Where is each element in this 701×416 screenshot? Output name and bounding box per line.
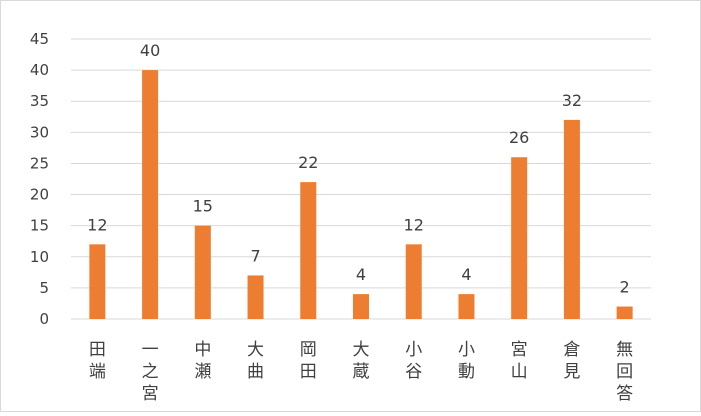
data-label: 12 <box>404 215 424 234</box>
y-tick-label: 5 <box>39 279 49 297</box>
bar <box>616 306 633 319</box>
gridlines <box>71 38 651 320</box>
x-tick-char: 蔵 <box>353 362 370 382</box>
bar <box>89 244 106 319</box>
x-tick-char: 田 <box>89 340 106 360</box>
x-tick-label: 大曲 <box>247 340 264 382</box>
data-label: 2 <box>620 278 630 297</box>
x-tick-char: 田 <box>300 362 317 382</box>
bars <box>89 70 633 319</box>
x-tick-char: 見 <box>563 362 580 382</box>
y-tick-label: 45 <box>30 30 49 48</box>
x-tick-char: 曲 <box>247 362 264 382</box>
data-label: 4 <box>461 265 471 284</box>
x-tick-char: 倉 <box>563 340 580 360</box>
y-tick-label: 15 <box>30 217 49 235</box>
x-tick-char: 山 <box>511 362 528 382</box>
y-tick-label: 0 <box>39 310 49 328</box>
bar <box>194 225 211 319</box>
data-label: 15 <box>193 197 213 216</box>
data-label: 12 <box>87 215 107 234</box>
data-label: 4 <box>356 265 366 284</box>
x-tick-char: 宮 <box>511 340 528 360</box>
data-labels: 12 40 15 7 22 4 12 4 26 32 2 <box>87 41 630 296</box>
x-tick-char: 回 <box>616 362 633 382</box>
data-label: 22 <box>298 153 318 172</box>
data-label: 32 <box>562 91 582 110</box>
x-tick-char: 中 <box>194 340 211 360</box>
x-tick-char: 之 <box>142 362 159 382</box>
x-tick-char: 端 <box>89 362 106 382</box>
data-label: 40 <box>140 41 160 60</box>
y-tick-label: 20 <box>30 186 49 204</box>
y-axis-ticks: 0 5 10 15 20 25 30 35 40 45 <box>30 30 49 328</box>
x-tick-label: 一之宮 <box>142 340 159 404</box>
x-tick-char: 宮 <box>142 384 159 404</box>
bar <box>247 275 264 319</box>
y-tick-label: 40 <box>30 61 49 79</box>
bar <box>458 294 475 319</box>
x-tick-label: 田端 <box>89 340 106 382</box>
y-tick-label: 30 <box>30 123 49 141</box>
x-tick-label: 小谷 <box>405 340 422 382</box>
bar <box>405 244 422 319</box>
x-tick-label: 倉見 <box>563 340 580 382</box>
x-tick-char: 小 <box>405 340 422 360</box>
x-tick-char: 一 <box>142 340 159 360</box>
bar <box>142 70 159 319</box>
y-tick-label: 25 <box>30 154 49 172</box>
x-tick-label: 中瀬 <box>194 340 211 382</box>
bar <box>353 294 369 319</box>
bar <box>300 182 317 319</box>
x-tick-label: 無回答 <box>616 340 633 404</box>
y-tick-label: 10 <box>30 248 49 266</box>
x-tick-label: 大蔵 <box>353 340 370 382</box>
x-tick-char: 大 <box>247 340 264 360</box>
y-tick-label: 35 <box>30 92 49 110</box>
x-tick-char: 大 <box>353 340 370 360</box>
x-tick-char: 岡 <box>300 340 317 360</box>
x-tick-char: 瀬 <box>194 362 211 382</box>
x-tick-label: 小動 <box>458 340 475 382</box>
data-label: 26 <box>509 128 529 147</box>
bar <box>511 157 528 319</box>
x-tick-label: 宮山 <box>511 340 528 382</box>
x-tick-label: 岡田 <box>300 340 317 382</box>
x-tick-char: 小 <box>458 340 475 360</box>
bar <box>563 119 580 319</box>
x-tick-char: 無 <box>616 340 633 360</box>
data-label: 7 <box>250 246 260 265</box>
x-tick-char: 動 <box>458 362 475 382</box>
x-tick-char: 答 <box>616 384 633 404</box>
x-tick-char: 谷 <box>405 362 422 382</box>
